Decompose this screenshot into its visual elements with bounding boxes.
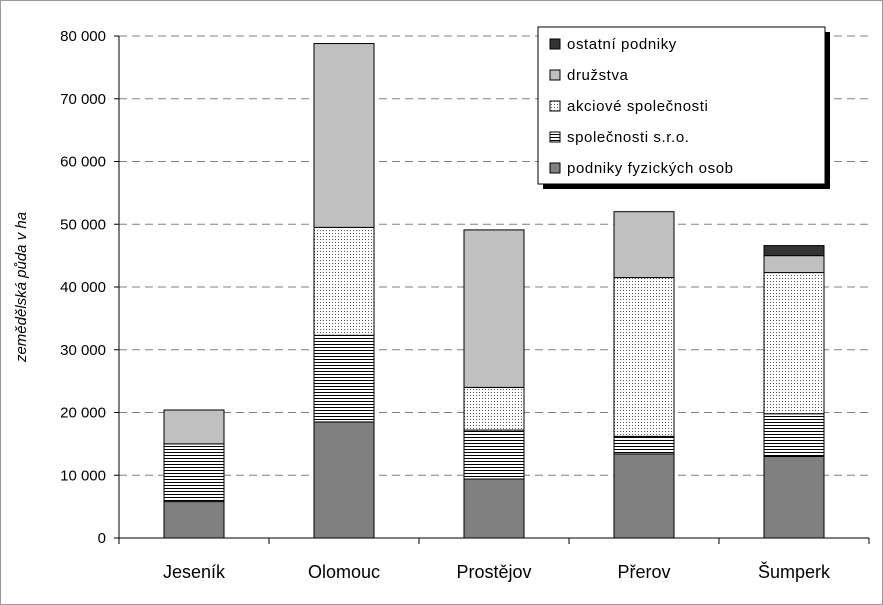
- bar-segment: [163, 501, 225, 539]
- y-tick-label: 70 000: [60, 91, 106, 108]
- bar-segment: [313, 226, 375, 336]
- bar-segment: [613, 435, 675, 455]
- bar-segment: [463, 429, 525, 480]
- legend-label: družstva: [567, 67, 629, 84]
- legend-label: ostatní podniky: [567, 36, 677, 53]
- y-tick-label: 80 000: [60, 28, 106, 45]
- category-label: Šumperk: [758, 561, 831, 582]
- category-label: Jeseník: [163, 562, 226, 582]
- y-tick-label: 20 000: [60, 405, 106, 422]
- y-tick-label: 10 000: [60, 467, 106, 484]
- bar-segment: [763, 255, 825, 274]
- bar-segment: [763, 413, 825, 457]
- legend-label: podniky fyzických osob: [567, 160, 734, 177]
- bar-segment: [613, 453, 675, 539]
- bar-segment: [313, 334, 375, 423]
- legend-swatch: [549, 38, 561, 50]
- bar-segment: [163, 409, 225, 445]
- legend-swatch: [549, 100, 561, 112]
- bar-segment: [763, 272, 825, 415]
- legend: ostatní podniky družstva akciové společnos…: [537, 26, 830, 189]
- category-label: Prostějov: [456, 562, 531, 582]
- legend-box: [537, 26, 826, 185]
- legend-swatch: [549, 69, 561, 81]
- y-tick-label: 30 000: [60, 342, 106, 359]
- bar-segment: [463, 478, 525, 539]
- bar-segment: [613, 277, 675, 437]
- bar-segment: [763, 455, 825, 539]
- bar-segment: [313, 43, 375, 228]
- legend-swatch: [549, 162, 561, 174]
- bar-segment: [463, 386, 525, 431]
- y-tick-label: 50 000: [60, 216, 106, 233]
- bar-segment: [163, 443, 225, 503]
- legend-label: akciové společnosti: [567, 98, 708, 115]
- bar-segment: [613, 211, 675, 279]
- y-tick-label: 0: [98, 530, 106, 547]
- legend-label: společnosti s.r.o.: [567, 129, 690, 146]
- bar-segment: [763, 245, 825, 257]
- bars: [163, 43, 825, 539]
- category-label: Olomouc: [308, 562, 380, 582]
- bar-segment: [463, 229, 525, 388]
- bar-segment: [313, 421, 375, 539]
- y-axis-label: zemědělská půda v ha: [13, 212, 30, 363]
- legend-items: ostatní podniky družstva akciové společnos…: [549, 36, 734, 177]
- axes: 0 10 000 20 000 30 000 40 000 50 000 60 000 70 …: [60, 28, 870, 582]
- legend-swatch: [549, 131, 561, 143]
- y-tick-label: 40 000: [60, 279, 106, 296]
- category-label: Přerov: [617, 562, 670, 582]
- y-tick-label: 60 000: [60, 154, 106, 171]
